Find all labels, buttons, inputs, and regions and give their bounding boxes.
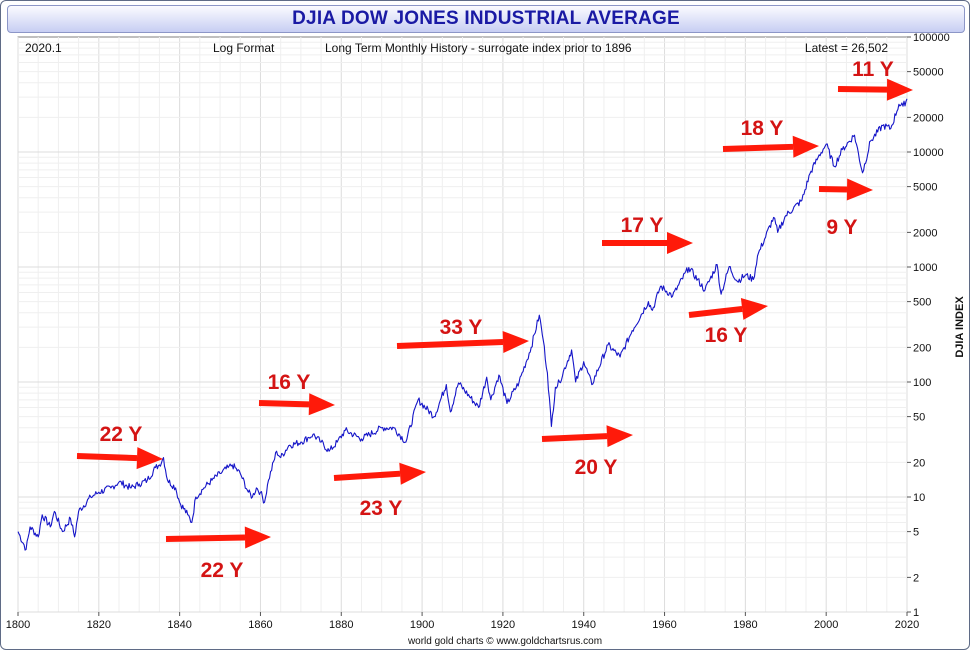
- cycle-arrow-head: [308, 393, 335, 416]
- x-tick-label: 2000: [814, 619, 838, 631]
- cycle-arrow-head: [244, 526, 271, 549]
- header-description: Long Term Monthly History - surrogate in…: [325, 41, 632, 55]
- y-tick-label: 50000: [913, 67, 944, 79]
- x-tick-label: 1940: [571, 619, 595, 631]
- djia-series-line: [17, 98, 908, 551]
- cycle-arrow-head: [886, 78, 913, 101]
- x-tick-label: 2020: [895, 619, 919, 631]
- chart-title: DJIA DOW JONES INDUSTRIAL AVERAGE: [292, 8, 680, 29]
- cycle-label: 22 Y: [100, 423, 143, 446]
- x-tick-label: 1960: [652, 619, 676, 631]
- header-date: 2020.1: [25, 41, 62, 55]
- y-tick-label: 50: [913, 412, 925, 424]
- x-tick-label: 1840: [167, 619, 191, 631]
- cycle-arrow-head: [136, 447, 163, 470]
- grid: [17, 37, 908, 613]
- cycle-arrow-shaft: [837, 86, 888, 93]
- y-tick-label: 100: [913, 377, 931, 389]
- y-tick-label: 2: [913, 572, 919, 584]
- x-tick-label: 1920: [491, 619, 515, 631]
- header-format: Log Format: [213, 41, 275, 55]
- cycle-label: 16 Y: [705, 324, 748, 347]
- cycle-arrow-shaft: [258, 400, 310, 408]
- y-tick-label: 10: [913, 492, 925, 504]
- x-tick-label: 1900: [410, 619, 434, 631]
- cycle-arrow-shaft: [688, 305, 743, 318]
- cycle-label: 16 Y: [268, 371, 311, 394]
- cycle-arrow-head: [667, 232, 693, 254]
- y-tick-label: 10000: [913, 147, 944, 159]
- cycle-label: 11 Y: [852, 58, 894, 81]
- cycle-arrow-shaft: [165, 534, 246, 542]
- x-tick-label: 1980: [733, 619, 757, 631]
- cycle-arrow-head: [502, 331, 529, 353]
- y-tick-label: 200: [913, 342, 931, 354]
- y-axis: 1 2 5 10 20 50 100 200 500 1000 2000 5000 10000 20000…: [907, 32, 950, 619]
- cycle-arrow-shaft: [76, 453, 138, 462]
- footer-credit: world gold charts © www.goldchartsrus.co…: [407, 636, 602, 647]
- y-tick-label: 2000: [913, 227, 937, 239]
- cycle-arrow-head: [606, 425, 633, 448]
- cycle-label: 23 Y: [360, 497, 403, 520]
- x-tick-label: 1820: [87, 619, 111, 631]
- cycle-arrow-shaft: [333, 470, 401, 481]
- cycle-label: 33 Y: [440, 316, 483, 339]
- x-tick-label: 1860: [248, 619, 272, 631]
- cycle-label: 20 Y: [575, 456, 618, 479]
- header-latest: Latest = 26,502: [805, 41, 888, 55]
- cycle-arrow-head: [846, 178, 873, 201]
- title-bar: DJIA DOW JONES INDUSTRIAL AVERAGE: [7, 5, 965, 33]
- cycle-arrow-shaft: [722, 143, 794, 152]
- cycle-arrow-shaft: [541, 433, 608, 442]
- cycle-arrow-head: [399, 462, 426, 485]
- cycle-label: 17 Y: [621, 214, 664, 237]
- y-tick-label: 20: [913, 457, 925, 469]
- cycle-arrow-head: [792, 135, 819, 158]
- y-tick-label: 20000: [913, 112, 944, 124]
- y-tick-label: 500: [913, 297, 931, 309]
- x-tick-label: 1800: [6, 619, 30, 631]
- y-tick-label: 1: [913, 607, 919, 619]
- x-axis: 1800 1820 1840 1860 1880 1900 1920 1940 1960 1980…: [6, 612, 919, 631]
- y-tick-label: 5: [913, 527, 919, 539]
- cycle-arrow-shaft: [396, 338, 504, 349]
- cycle-arrow-head: [740, 298, 768, 320]
- y-tick-label: 100000: [913, 32, 950, 44]
- y-tick-label: 1000: [913, 262, 937, 274]
- cycle-label: 9 Y: [826, 216, 857, 239]
- cycle-label: 22 Y: [201, 559, 244, 582]
- x-tick-label: 1880: [329, 619, 353, 631]
- y-axis-label: DJIA INDEX: [954, 296, 966, 358]
- cycle-annotations: 22 Y 22 Y 16 Y 23 Y 33 Y 20 Y 17 Y 16 Y 18 Y 9 Y 1…: [76, 58, 913, 582]
- cycle-label: 18 Y: [741, 117, 784, 140]
- y-tick-label: 5000: [913, 182, 937, 194]
- cycle-arrow-shaft: [818, 186, 848, 193]
